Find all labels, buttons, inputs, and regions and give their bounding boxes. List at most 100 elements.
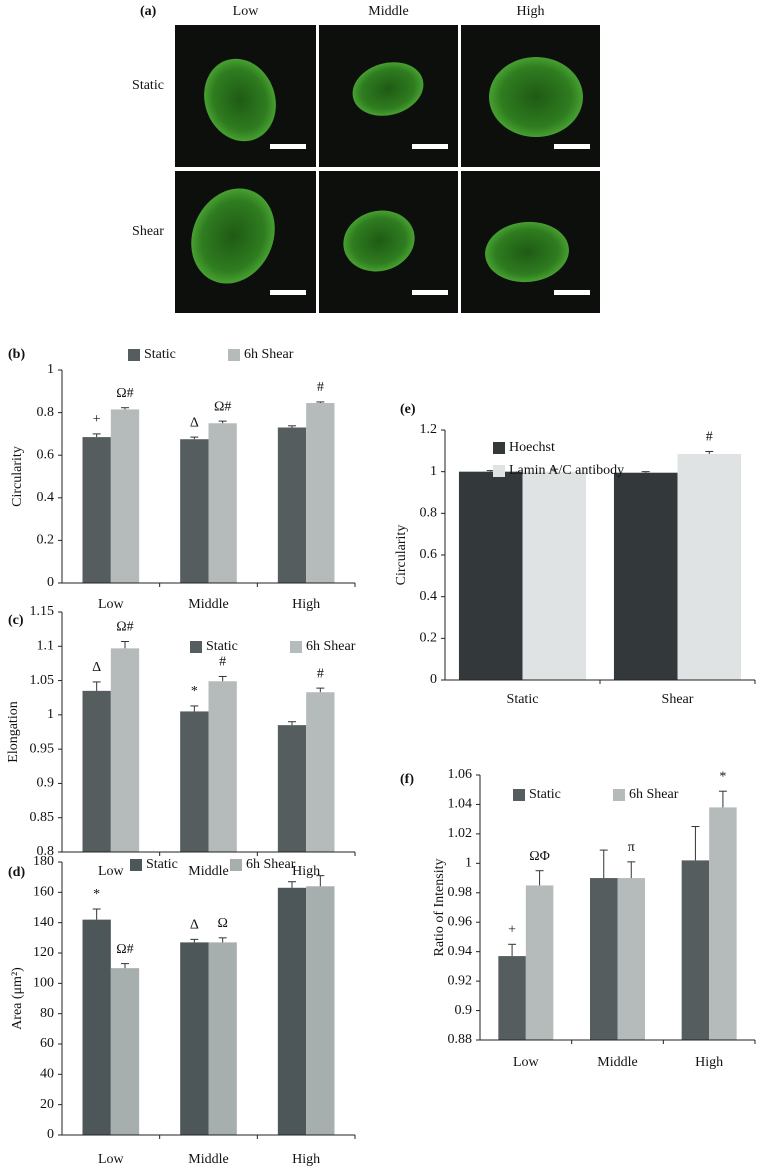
bar	[277, 887, 307, 1135]
y-tick-label: 1	[47, 707, 54, 722]
y-tick-label: 160	[33, 885, 54, 900]
annotation: Δ	[190, 415, 199, 430]
x-tick-label: Static	[507, 692, 539, 707]
bar	[208, 423, 237, 583]
annotation: Ω#	[116, 942, 133, 957]
x-tick-label: High	[695, 1055, 723, 1070]
legend-label: Hoechst	[509, 440, 555, 455]
y-tick-label: 0.9	[37, 776, 55, 791]
row-label: Static	[132, 78, 164, 93]
bar	[590, 878, 618, 1040]
error-bar	[288, 721, 297, 726]
legend-swatch	[613, 789, 625, 801]
y-tick-label: 0	[47, 575, 54, 590]
column-label: High	[517, 4, 545, 19]
y-tick-label: 0.4	[420, 589, 438, 604]
error-bar	[120, 407, 129, 410]
y-tick-label: 0.2	[420, 631, 438, 646]
error-bar	[718, 790, 727, 808]
annotation: +	[508, 923, 516, 938]
y-axis-label: Circularity	[10, 446, 25, 507]
error-bar	[92, 681, 101, 691]
y-tick-label: 0.88	[448, 1032, 473, 1047]
y-tick-label: 1.15	[30, 604, 55, 619]
bar	[709, 807, 737, 1040]
error-bar	[120, 640, 129, 649]
error-bar	[641, 471, 650, 473]
legend-swatch	[290, 641, 302, 653]
error-bar	[316, 687, 325, 693]
y-tick-label: 0.8	[420, 506, 438, 521]
x-tick-label: High	[292, 1152, 320, 1167]
annotation: #	[317, 666, 324, 681]
error-bar	[218, 937, 227, 943]
bar	[613, 472, 678, 680]
x-tick-label: Low	[98, 1152, 125, 1167]
x-tick-label: Middle	[188, 864, 228, 879]
y-tick-label: 40	[40, 1067, 54, 1082]
y-tick-label: 1.02	[448, 826, 473, 841]
error-bar	[218, 420, 227, 424]
annotation: +	[93, 412, 101, 427]
error-bar	[190, 705, 199, 712]
y-tick-label: 60	[40, 1036, 54, 1051]
legend-label: 6h Shear	[306, 639, 356, 654]
bar	[82, 437, 111, 583]
panel-label: (e)	[400, 402, 416, 417]
x-tick-label: Low	[98, 864, 125, 879]
scale-bar	[270, 290, 306, 295]
nucleus	[352, 62, 424, 116]
annotation: ΩΦ	[529, 849, 550, 864]
y-tick-label: 0.6	[420, 547, 438, 562]
y-tick-label: 1	[430, 464, 437, 479]
bar	[208, 681, 237, 852]
micrograph-grid	[175, 25, 600, 313]
bar	[180, 711, 209, 852]
bar	[180, 942, 209, 1135]
legend-label: 6h Shear	[629, 787, 679, 802]
legend-swatch	[130, 859, 142, 871]
x-tick-label: Shear	[662, 692, 694, 707]
y-tick-label: 100	[33, 976, 54, 991]
nucleus	[485, 221, 569, 283]
panel-label: (d)	[8, 865, 25, 880]
y-tick-label: 0	[47, 1127, 54, 1142]
error-bar	[535, 870, 544, 886]
annotation: *	[719, 769, 726, 784]
bar	[306, 692, 335, 852]
bar	[180, 439, 209, 583]
scale-bar	[412, 144, 448, 149]
legend-swatch	[128, 349, 140, 361]
y-tick-label: 0.98	[448, 885, 473, 900]
bar	[82, 919, 111, 1135]
legend-swatch	[493, 442, 505, 454]
scale-bar	[554, 290, 590, 295]
annotation: #	[706, 430, 713, 445]
annotation: #	[219, 655, 226, 670]
legend-swatch	[230, 859, 242, 871]
y-axis-label: Circularity	[394, 525, 409, 586]
y-tick-label: 0.9	[455, 1003, 473, 1018]
x-tick-label: High	[292, 864, 320, 879]
y-tick-label: 0.8	[37, 844, 55, 859]
y-tick-label: 1.1	[37, 639, 55, 654]
nucleus	[489, 57, 583, 137]
x-tick-label: Middle	[188, 597, 228, 612]
bar	[522, 471, 587, 680]
legend-swatch	[513, 789, 525, 801]
annotation: Ω#	[214, 399, 231, 414]
y-tick-label: 0.2	[37, 533, 55, 548]
legend-label: Static	[529, 787, 561, 802]
y-tick-label: 1.2	[420, 422, 438, 437]
annotation: #	[317, 380, 324, 395]
legend-swatch	[228, 349, 240, 361]
column-label: Middle	[368, 4, 408, 19]
annotation: Ω	[217, 916, 227, 931]
bar	[681, 860, 710, 1040]
y-tick-label: 1.04	[448, 797, 473, 812]
annotation: π	[628, 840, 635, 855]
x-tick-label: Middle	[597, 1055, 637, 1070]
error-bar	[288, 881, 297, 888]
y-tick-label: 0.6	[37, 447, 55, 462]
bar	[82, 690, 111, 852]
